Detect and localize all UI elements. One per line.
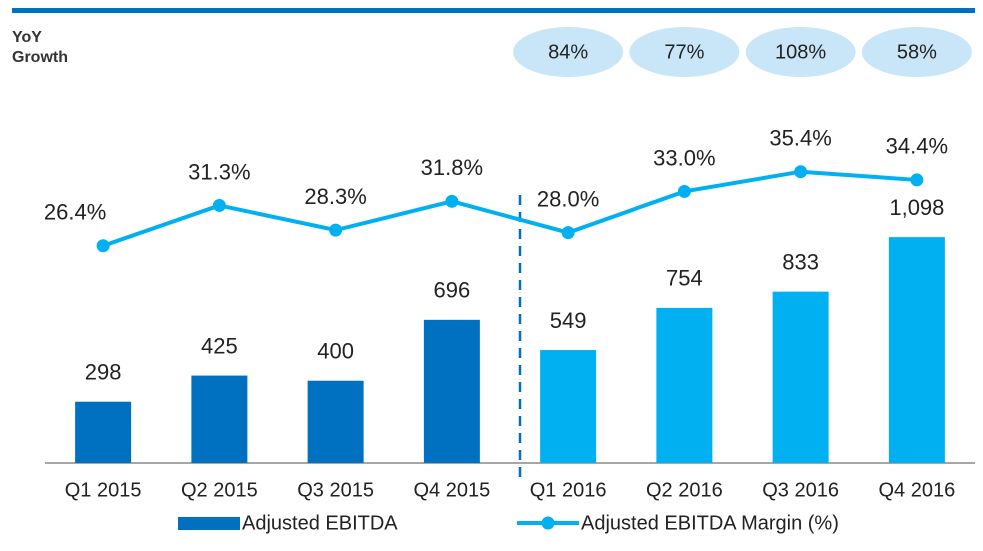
- x-tick-label: Q4 2015: [414, 479, 491, 501]
- legend-label: Adjusted EBITDA: [242, 512, 398, 534]
- point: [96, 239, 110, 253]
- legend-label: Adjusted EBITDA Margin (%): [581, 512, 839, 534]
- data-label: 833: [782, 249, 819, 274]
- growth-oval: [745, 27, 856, 77]
- line: [102, 169, 918, 248]
- legend-swatch: [541, 516, 555, 530]
- x-tick-label: Q2 2016: [646, 479, 723, 501]
- data-label: 26.4%: [44, 200, 106, 225]
- data-label: 31.3%: [188, 159, 250, 184]
- point: [445, 194, 459, 208]
- growth-oval: [861, 27, 972, 77]
- point: [212, 198, 226, 212]
- x-tick-label: Q1 2015: [65, 479, 142, 501]
- data-label: 754: [666, 266, 703, 291]
- point: [794, 165, 808, 179]
- data-label: 35.4%: [769, 126, 831, 151]
- bar: [307, 380, 364, 463]
- x-tick-label: Q4 2016: [879, 479, 956, 501]
- x-tick-label: Q1 2016: [530, 479, 607, 501]
- bar: [540, 350, 597, 463]
- data-label: 549: [550, 308, 587, 333]
- point: [329, 223, 343, 237]
- data-label: 28.0%: [537, 186, 599, 211]
- growth-label: 77%: [664, 41, 704, 63]
- x-tick-label: Q3 2016: [762, 479, 839, 501]
- x-tick-label: Q3 2015: [297, 479, 374, 501]
- data-label: 34.4%: [886, 134, 948, 159]
- data-label: 33.0%: [653, 145, 715, 170]
- top-rule: [12, 8, 975, 13]
- growth-label: 108%: [775, 41, 826, 63]
- growth-label: 84%: [548, 41, 588, 63]
- point: [561, 226, 575, 240]
- bar: [423, 319, 480, 463]
- growth-oval: [513, 27, 624, 77]
- legend-swatch: [178, 517, 240, 530]
- data-label: 425: [201, 333, 238, 358]
- bar: [772, 291, 829, 463]
- x-tick-label: Q2 2015: [181, 479, 258, 501]
- data-label: 28.3%: [304, 184, 366, 209]
- bar: [888, 237, 945, 463]
- data-label: 1,098: [889, 195, 944, 220]
- growth-label: 58%: [897, 41, 937, 63]
- data-label: 400: [317, 339, 354, 364]
- bar: [191, 375, 248, 463]
- growth-oval: [629, 27, 740, 77]
- bar: [75, 401, 132, 463]
- point: [910, 173, 924, 187]
- growth-label: YoY Growth: [12, 29, 68, 66]
- data-label: 696: [434, 278, 471, 303]
- bar: [656, 307, 713, 463]
- data-label: 298: [85, 360, 122, 385]
- point: [677, 184, 691, 198]
- data-label: 31.8%: [421, 155, 483, 180]
